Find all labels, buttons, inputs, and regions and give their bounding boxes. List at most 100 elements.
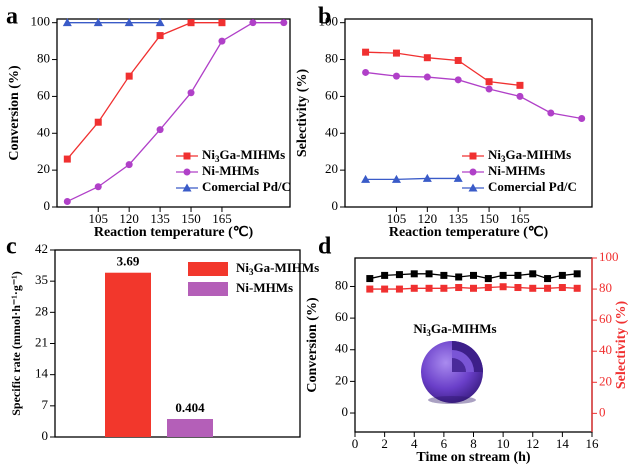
x-tick-label: 150: [479, 211, 499, 226]
series-line: [66, 22, 222, 160]
marker: [381, 285, 389, 293]
y-tick-label: 0: [44, 198, 51, 213]
legend-marker: [469, 168, 477, 176]
x-tick-label: 135: [448, 211, 468, 226]
marker: [187, 19, 195, 27]
marker: [514, 284, 522, 292]
x-tick-label: 135: [150, 211, 170, 226]
bar: [105, 272, 151, 437]
y-tick-label: 7: [42, 397, 49, 412]
marker: [544, 275, 552, 283]
y-tick-label: 20: [37, 161, 50, 176]
legend-label: Comercial Pd/C: [488, 179, 577, 194]
marker: [125, 72, 133, 80]
marker: [392, 49, 400, 57]
marker: [410, 270, 418, 278]
marker: [218, 19, 226, 27]
marker: [362, 68, 370, 76]
marker: [124, 18, 134, 27]
y2-tick-label: 40: [599, 342, 612, 357]
x-tick-label: 4: [411, 436, 418, 451]
marker: [425, 284, 433, 292]
marker: [410, 284, 418, 292]
y-tick-label: 20: [335, 372, 348, 387]
marker: [470, 284, 477, 292]
y-tick-label: 20: [325, 161, 338, 176]
x-tick-label: 105: [387, 211, 407, 226]
x-axis-label: Reaction temperature (℃): [94, 225, 254, 240]
marker: [381, 271, 389, 279]
marker: [499, 283, 507, 291]
marker: [249, 19, 257, 27]
x-tick-label: 16: [586, 436, 600, 451]
panel-label: b: [318, 4, 331, 30]
series-line: [365, 51, 521, 86]
y-tick-label: 28: [35, 303, 48, 318]
plot-frame: [354, 257, 593, 433]
x-tick-label: 150: [181, 211, 201, 226]
marker: [94, 118, 102, 126]
legend-marker: [469, 152, 477, 160]
marker: [514, 271, 522, 279]
marker: [62, 18, 72, 27]
legend-marker: [468, 183, 478, 192]
legend-label: Ni3Ga-MIHMs: [236, 260, 319, 277]
bar: [167, 419, 213, 437]
series-line: [365, 177, 459, 181]
legend-swatch: [188, 282, 228, 296]
y-tick-label: 40: [335, 341, 348, 356]
marker: [395, 285, 403, 293]
marker: [499, 271, 507, 279]
marker: [440, 271, 448, 279]
y-axis-label: Selectivity (%): [295, 69, 310, 158]
y-tick-label: 0: [342, 404, 349, 419]
x-tick-label: 0: [352, 436, 359, 451]
marker: [362, 48, 370, 56]
marker: [573, 284, 581, 292]
y-tick-label: 60: [325, 87, 338, 102]
legend-marker: [182, 183, 192, 192]
marker: [529, 270, 537, 278]
marker: [187, 89, 195, 97]
x-tick-label: 8: [470, 436, 477, 451]
annotation: Ni3Ga-MIHMs: [413, 321, 496, 338]
sphere-illustration: [421, 341, 483, 404]
y2-axis-label: Selectivity (%): [614, 301, 629, 390]
y2-tick-label: 80: [599, 280, 612, 295]
series-line: [67, 22, 284, 203]
y-tick-label: 80: [37, 51, 50, 66]
legend-marker: [183, 152, 191, 160]
y-tick-label: 80: [335, 277, 348, 292]
marker: [94, 183, 102, 191]
marker: [454, 76, 462, 84]
x-tick-label: 6: [441, 436, 448, 451]
panel-label: c: [6, 234, 17, 260]
y-axis-label: Conversion (%): [7, 65, 22, 161]
marker: [455, 284, 463, 292]
plot-frame: [56, 18, 291, 208]
marker: [573, 270, 581, 278]
legend-label: Ni3Ga-MIHMs: [202, 147, 285, 164]
marker: [93, 18, 103, 27]
y2-tick-label: 100: [599, 249, 619, 264]
marker: [63, 197, 71, 205]
marker: [63, 155, 71, 163]
legend-label: Ni3Ga-MIHMs: [488, 147, 571, 164]
marker: [454, 56, 462, 64]
x-tick-label: 14: [556, 436, 570, 451]
value-label: 3.69: [117, 254, 140, 269]
marker: [547, 109, 555, 117]
x-tick-label: 12: [526, 436, 539, 451]
legend-label: Comercial Pd/C: [202, 179, 291, 194]
plot-frame: [344, 18, 593, 208]
marker: [470, 271, 477, 279]
marker: [544, 284, 552, 292]
y-tick-label: 100: [319, 14, 339, 29]
marker: [423, 54, 431, 62]
y-tick-label: 40: [37, 124, 50, 139]
legend-swatch: [188, 262, 228, 276]
marker: [366, 275, 374, 283]
x-tick-label: 2: [381, 436, 388, 451]
marker: [485, 85, 493, 93]
